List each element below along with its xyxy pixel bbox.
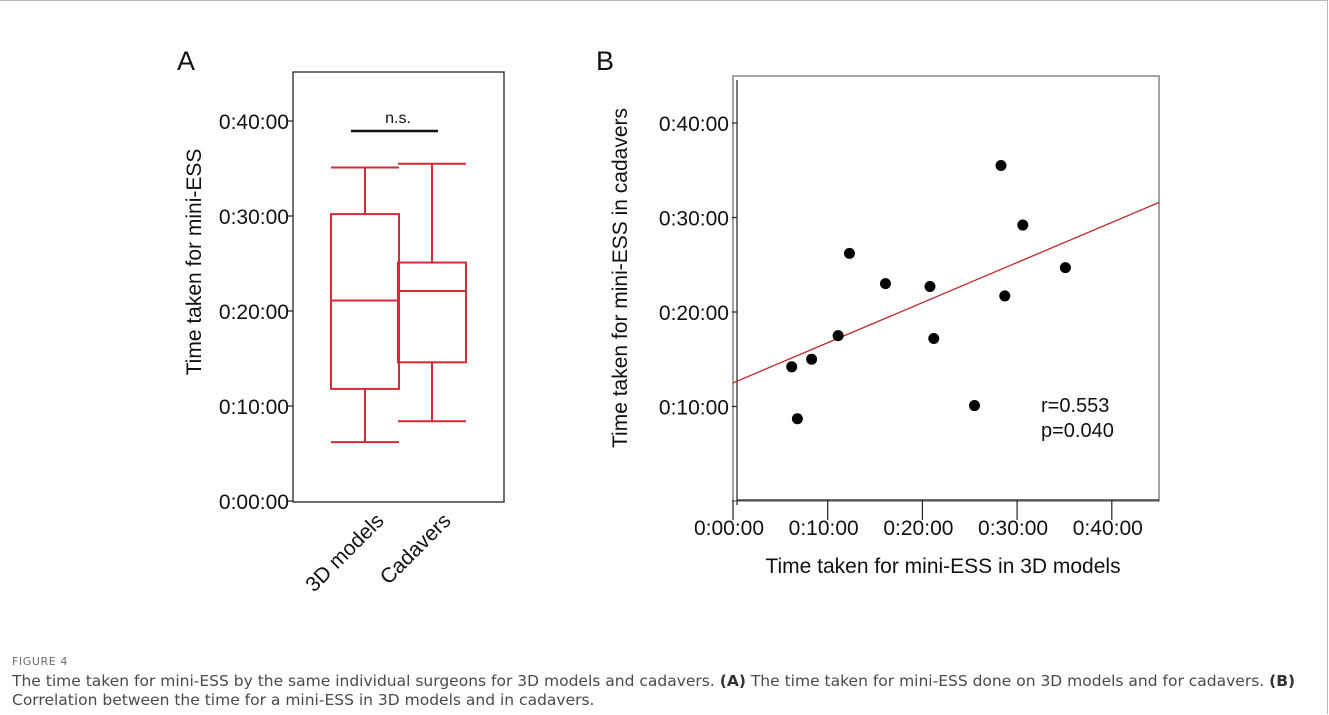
panel-a-y-tick-label: 0:30:00: [219, 206, 289, 229]
panel-b-x-tick-label: 0:10:00: [789, 517, 859, 540]
panel-a-x-category-label: 3D models: [301, 509, 388, 596]
figure-label: FIGURE 4: [12, 655, 69, 668]
panel-b-y-tick-label: 0:20:00: [659, 302, 729, 325]
scatter-point: [968, 400, 980, 412]
correlation-p-label: p=0.040: [1041, 420, 1114, 442]
scatter-point: [791, 413, 803, 425]
regression-line: [732, 201, 1160, 384]
panel-b-y-tick-label: 0:10:00: [659, 397, 729, 420]
panel-b-x-axis-label: Time taken for mini-ESS in 3D models: [765, 555, 1120, 578]
figure-charts: A 0:00:00 0:10:00 0:20:00 0:30:00 0:40:00 Ti…: [177, 46, 1160, 597]
panel-b-plot-frame: [732, 75, 1160, 502]
panel-b-y-tick-label: 0:30:00: [659, 208, 729, 231]
panel-b-x-tick-label: 0:40:00: [1073, 517, 1143, 540]
scatter-point: [806, 353, 818, 365]
scatter-point: [995, 160, 1007, 172]
scatter-point: [786, 361, 798, 373]
box-iqr: [397, 261, 467, 364]
scatter-point: [1017, 219, 1029, 231]
panel-a-y-tick-label: 0:40:00: [219, 111, 289, 134]
panel-b-scatter-plot: B 0:10:00 0:20:00 0:30:00 0:40:00 0:00:00 0:…: [596, 46, 1160, 578]
caption-text-a: The time taken for mini-ESS done on 3D m…: [750, 672, 1265, 690]
scatter-point: [928, 332, 940, 344]
panel-a-label: A: [177, 46, 195, 76]
scatter-point: [879, 278, 891, 290]
panel-b-label: B: [596, 46, 614, 76]
scatter-point: [999, 290, 1011, 302]
correlation-r-label: r=0.553: [1041, 395, 1109, 417]
panel-a-plot-frame: [292, 71, 505, 503]
panel-b-x-tick-label: 0:20:00: [883, 517, 953, 540]
figure-caption: The time taken for mini-ESS by the same …: [12, 672, 1312, 710]
scatter-point: [1059, 262, 1071, 274]
scatter-point: [843, 247, 855, 259]
panel-a-x-category-label: Cadavers: [376, 509, 456, 589]
panel-a-y-tick-label: 0:00:00: [219, 491, 289, 514]
scatter-point: [832, 330, 844, 342]
panel-a-box-plot: A 0:00:00 0:10:00 0:20:00 0:30:00 0:40:00 Ti…: [177, 46, 505, 597]
caption-intro: The time taken for mini-ESS by the same …: [12, 672, 715, 690]
panel-b-x-tick-label: 0:30:00: [978, 517, 1048, 540]
panel-b-x-tick-label: 0:00:00: [694, 517, 764, 540]
caption-text-b: Correlation between the time for a mini-…: [12, 691, 595, 709]
panel-a-y-axis-label: Time taken for mini-ESS: [183, 149, 206, 376]
significance-label: n.s.: [385, 110, 411, 127]
caption-tag-b: (B): [1269, 672, 1296, 690]
caption-tag-a: (A): [719, 672, 746, 690]
scatter-point: [924, 280, 936, 292]
panel-a-y-tick-label: 0:10:00: [219, 396, 289, 419]
panel-a-y-tick-label: 0:20:00: [219, 301, 289, 324]
panel-b-y-axis-label: Time taken for mini-ESS in cadavers: [609, 108, 632, 448]
panel-b-y-tick-label: 0:40:00: [659, 113, 729, 136]
